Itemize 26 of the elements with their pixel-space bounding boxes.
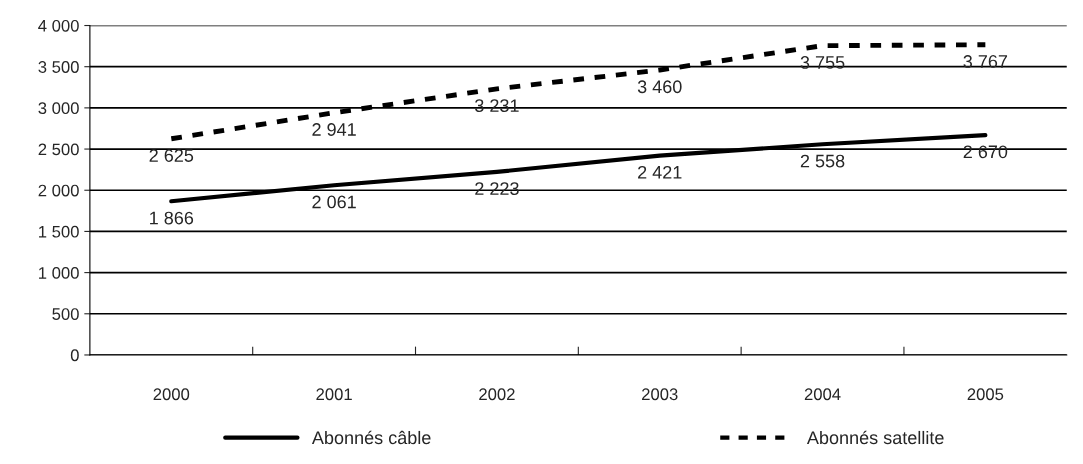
y-tick-label: 2 000 (38, 184, 79, 197)
y-tick-label: 3 500 (38, 61, 79, 73)
x-tick-label: 2003 (642, 388, 678, 401)
x-tick-label: 2002 (479, 388, 515, 401)
x-tick-label: 2004 (804, 388, 841, 401)
legend-label: Abonnés câble (311, 430, 431, 445)
x-tick-label: 2001 (316, 388, 352, 401)
y-tick-label: 3 000 (38, 102, 79, 115)
data-label: 2 061 (312, 195, 356, 209)
data-label: 1 866 (150, 211, 194, 225)
y-tick-label: 2 500 (38, 143, 79, 156)
data-label: 3 767 (963, 55, 1008, 68)
y-tick-label: 1 000 (39, 267, 79, 279)
x-tick-label: 2005 (967, 388, 1004, 401)
y-tick-label: 0 (70, 349, 79, 362)
data-label: 2 625 (149, 149, 194, 162)
y-tick-label: 1 500 (39, 225, 79, 238)
data-label: 3 755 (800, 56, 845, 69)
y-tick-label: 500 (52, 308, 79, 320)
x-tick-label: 2000 (153, 388, 190, 401)
data-label: 2 941 (312, 123, 356, 136)
y-tick-label: 4 000 (38, 19, 79, 32)
data-label: 2 421 (638, 165, 682, 179)
legend-label: Abonnés satellite (806, 430, 944, 445)
data-label: 2 558 (800, 154, 845, 168)
data-label: 3 460 (637, 80, 682, 94)
